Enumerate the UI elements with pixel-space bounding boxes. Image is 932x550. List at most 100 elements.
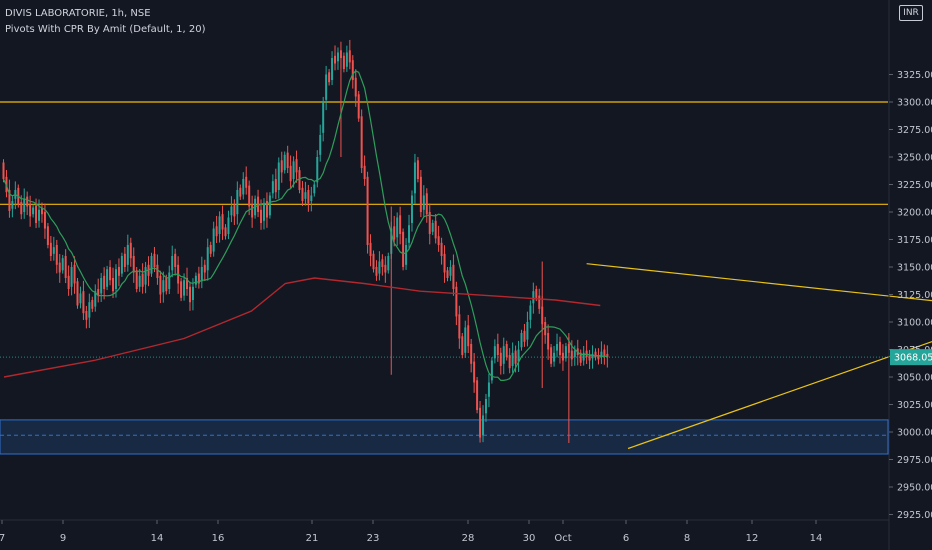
candle-body [49,242,52,256]
candle-body [8,190,11,211]
candle-body [138,275,141,287]
candle-body [357,94,360,119]
candle-body [35,205,38,223]
candle-body [212,228,215,252]
candle-body [369,242,372,256]
candle-body [2,162,5,179]
candle-body [168,272,171,289]
candle-body [135,270,138,289]
y-tick-label: 3175.00 [897,235,932,246]
candle-body [334,55,337,64]
candle-body [141,273,144,287]
candle-body [449,267,452,276]
candle-body [165,278,168,292]
candle-body [467,325,470,347]
candle-body [354,77,357,97]
candle-body [200,267,203,282]
candle-body [70,267,73,287]
candle-body [313,184,316,194]
candle-body [556,344,559,351]
candle-body [479,407,482,438]
y-tick-label: 3325.00 [897,70,932,81]
candle-body [43,212,46,229]
last-price-badge [890,349,932,366]
candle-body [280,160,283,173]
candle-body [67,275,70,289]
y-tick-label: 3025.00 [897,400,932,411]
candle-body [606,353,609,358]
candle-body [328,72,331,83]
currency-badge[interactable]: INR [899,5,923,21]
candle-body [197,273,200,284]
candle-body [262,203,265,221]
candle-body [94,291,97,307]
candle-body [233,204,236,217]
candle-body [183,280,186,296]
candle-body [180,281,183,298]
y-tick-label: 3275.00 [897,125,932,136]
candle-body [242,179,245,195]
candle-body [336,52,339,62]
candle-body [310,195,313,201]
candle-body [271,181,274,194]
candle-body [129,242,132,259]
y-tick-label: 3125.00 [897,290,932,301]
y-tick-label: 3100.00 [897,318,932,329]
trendline-upper [586,263,932,302]
candle-body [499,352,502,366]
candle-body [487,382,490,397]
candle-body [292,161,295,179]
candle-body [579,352,582,363]
candle-body [573,350,576,358]
candle-body [191,286,194,300]
candle-body [410,195,413,223]
candle-body [428,212,431,234]
candle-body [82,291,85,314]
candle-body [162,280,165,293]
candle-body [348,50,351,63]
candle-body [520,333,523,348]
candle-body [322,102,325,133]
candle-body [508,355,511,369]
chart-legend: DIVIS LABORATORIE, 1h, NSE Pivots With C… [5,6,206,38]
candle-body [215,226,218,237]
candle-body [564,346,567,359]
candle-body [470,344,473,364]
candle-body [260,209,263,223]
symbol-title: DIVIS LABORATORIE, 1h, NSE [5,8,151,19]
candle-body [298,170,301,190]
candle-body [461,336,464,355]
candle-body [153,253,156,267]
candle-body [52,247,55,254]
candle-body [239,187,242,197]
candle-body [224,227,227,237]
candle-body [251,204,254,218]
candle-body [547,333,550,350]
candle-body [79,293,82,304]
x-tick-label: 9 [60,533,66,544]
candle-body [408,225,411,243]
x-tick-label: 16 [212,533,225,544]
candle-body [76,281,79,306]
candle-body [529,305,532,320]
candle-body [413,162,416,194]
candle-body [526,322,529,340]
candle-body [283,154,286,171]
candle-body [532,291,535,304]
candle-body [476,380,479,410]
candle-body [387,256,390,271]
x-tick-label: 12 [746,533,759,544]
candle-body [85,311,88,320]
candle-body [32,207,35,215]
y-tick-label: 3050.00 [897,373,932,384]
candle-body [46,226,49,245]
candle-body [301,187,304,201]
candle-body [402,231,405,267]
candle-body [363,165,366,179]
y-tick-label: 3000.00 [897,428,932,439]
candle-body [171,256,174,271]
candle-body [295,159,298,173]
candle-body [553,352,556,362]
